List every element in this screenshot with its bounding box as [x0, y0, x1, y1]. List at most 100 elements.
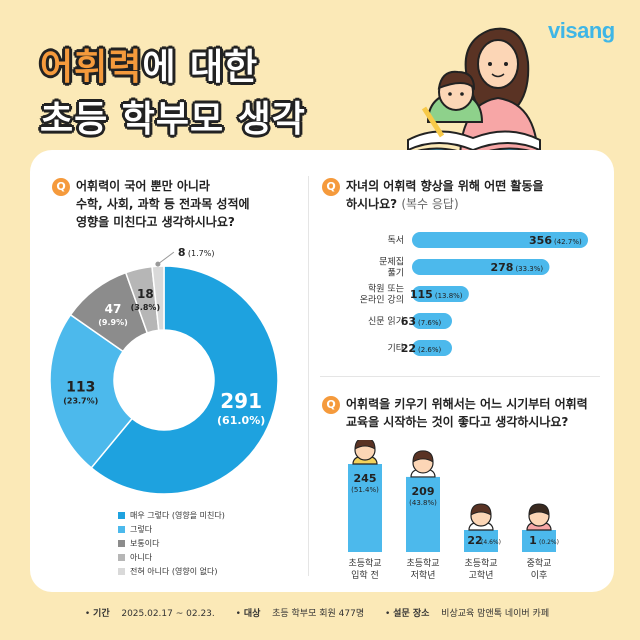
bar-percent-label: (43.8%)	[409, 499, 437, 507]
q2-line2: 하시나요?	[346, 197, 398, 211]
target-label: 대상	[243, 609, 261, 619]
pie-label-percent: (9.9%)	[98, 318, 128, 327]
bar-percent-label: (0.2%)	[539, 539, 559, 546]
bar-value-label: 278	[490, 261, 513, 274]
bar	[412, 232, 588, 248]
bar	[412, 259, 550, 275]
bar-percent-label: (4.6%)	[481, 539, 501, 546]
q1-line2: 수학, 사회, 과학 등 전과목 성적에	[76, 197, 250, 211]
bar-category-label: 기타	[387, 343, 404, 354]
legend-item-very-much: 매우 그렇다 (영향을 미친다)	[118, 508, 225, 522]
bar-category-label: 이후	[531, 570, 548, 581]
bar	[522, 530, 556, 552]
pie-label-percent: (23.7%)	[63, 396, 98, 405]
bar-percent-label: (33.3%)	[515, 265, 543, 273]
bar-value-label: 209	[412, 485, 435, 498]
bar-percent-label: (13.8%)	[435, 292, 463, 300]
parent-child-reading-illustration	[407, 27, 541, 160]
bar-value-label: 115	[410, 288, 433, 301]
q3-line2: 교육을 시작하는 것이 좋다고 생각하시나요?	[346, 415, 569, 429]
survey-card	[30, 150, 614, 592]
pie-slice-0	[90, 265, 279, 495]
legend-label: 보통이다	[130, 538, 160, 548]
q2-badge: Q	[322, 178, 340, 196]
q1-question: 어휘력이 국어 뿐만 아니라 수학, 사회, 과학 등 전과목 성적에 영향을 …	[76, 177, 296, 231]
vertical-divider	[308, 176, 309, 576]
kid-hair-icon	[354, 440, 376, 450]
bar-value-label: 22	[467, 534, 482, 547]
bar-category-label: 중학교	[527, 558, 552, 569]
bar	[412, 286, 469, 302]
bar-percent-label: (42.7%)	[554, 238, 582, 246]
bar-category-label: 신문 읽기	[368, 316, 404, 327]
kid-hair-icon	[412, 450, 434, 463]
bar-percent-label: (2.6%)	[418, 346, 442, 354]
pie-label-percent: (61.0%)	[217, 414, 265, 427]
pie-label-percent: (1.7%)	[188, 249, 215, 258]
bar-category-label: 독서	[387, 235, 404, 246]
bar-category-label: 문제집	[379, 256, 404, 268]
bar-category-label: 초등학교	[406, 558, 439, 569]
pie-slice-1	[49, 313, 134, 469]
q1-badge: Q	[52, 178, 70, 196]
bar-category-label: 입학 전	[351, 569, 379, 581]
q1-line1: 어휘력이 국어 뿐만 아니라	[76, 179, 210, 193]
bar-category-label: 저학년	[411, 570, 436, 581]
bar-value-label: 356	[529, 234, 552, 247]
kid-hair-icon	[470, 503, 492, 516]
legend-label: 전혀 아니다 (영향이 없다)	[130, 566, 218, 576]
target-value: 초등 학부모 회원 477명	[272, 609, 365, 619]
bar	[348, 464, 382, 552]
horizontal-divider	[320, 376, 600, 377]
bar-value-label: 22	[401, 342, 416, 355]
page-title-line1: 어휘력에 대한	[40, 38, 258, 90]
bar	[406, 476, 440, 552]
legend-item-no: 아니다	[118, 550, 225, 564]
q3-line1: 어휘력을 키우기 위해서는 어느 시기부터 어휘력	[346, 397, 588, 411]
period-label: 기간	[93, 609, 110, 619]
kid-hair-icon	[528, 503, 550, 516]
period-value: 2025.02.17 ~ 02.23.	[121, 609, 215, 619]
pie-legend: 매우 그렇다 (영향을 미친다) 그렇다 보통이다 아니다 전혀 아니다 (영향…	[118, 508, 225, 578]
place-label: 설문 장소	[393, 609, 430, 619]
bar-category-label: 고학년	[469, 570, 494, 581]
q3-badge: Q	[322, 396, 340, 414]
survey-info-footer: • 기간 2025.02.17 ~ 02.23. • 대상 초등 학부모 회원 …	[0, 606, 640, 619]
pie-label-value: 47	[105, 302, 122, 316]
legend-label: 매우 그렇다 (영향을 미친다)	[130, 510, 225, 520]
bar-category-label: 초등학교	[464, 558, 497, 569]
legend-item-yes: 그렇다	[118, 522, 225, 536]
bar-category-label: 풀기	[387, 268, 404, 279]
pie-label-value: 18	[137, 287, 154, 301]
footer-place: • 설문 장소 비상교육 맘앤톡 네이버 카페	[385, 609, 550, 619]
pie-slices	[49, 265, 279, 495]
q1-line3: 영향을 미친다고 생각하시나요?	[76, 215, 235, 229]
q2-question: 자녀의 어휘력 향상을 위해 어떤 활동을 하시나요? (복수 응답)	[346, 177, 606, 213]
bar-category-label: 온라인 강의	[360, 295, 404, 306]
q2-line1: 자녀의 어휘력 향상을 위해 어떤 활동을	[346, 179, 544, 193]
place-value: 비상교육 맘앤톡 네이버 카페	[441, 609, 550, 619]
pie-chart: 291(61.0%) 113(23.7%) 47 (9.9%) 18 (3.8%) 8 (1.…	[49, 248, 279, 495]
bar-percent-label: (51.4%)	[351, 486, 379, 494]
bar	[412, 340, 452, 356]
legend-label: 그렇다	[130, 524, 153, 534]
bar	[464, 530, 498, 552]
brand-logo: visang	[548, 18, 615, 43]
bar-category-label: 학원 또는	[368, 284, 404, 295]
legend-item-neutral: 보통이다	[118, 536, 225, 550]
legend-label: 아니다	[130, 552, 153, 562]
footer-period: • 기간 2025.02.17 ~ 02.23.	[84, 609, 215, 619]
pie-leader-line	[157, 251, 175, 265]
pie-label-value: 8	[178, 248, 186, 259]
bar-value-label: 1	[529, 534, 537, 547]
pie-label-value: 113	[66, 379, 95, 395]
pie-label-value: 291	[220, 389, 262, 413]
pie-label-percent: (3.8%)	[131, 303, 161, 312]
footer-target: • 대상 초등 학부모 회원 477명	[235, 609, 365, 619]
title-highlight: 어휘력	[40, 47, 143, 88]
page-title-line2: 초등 학부모 생각	[40, 99, 306, 140]
